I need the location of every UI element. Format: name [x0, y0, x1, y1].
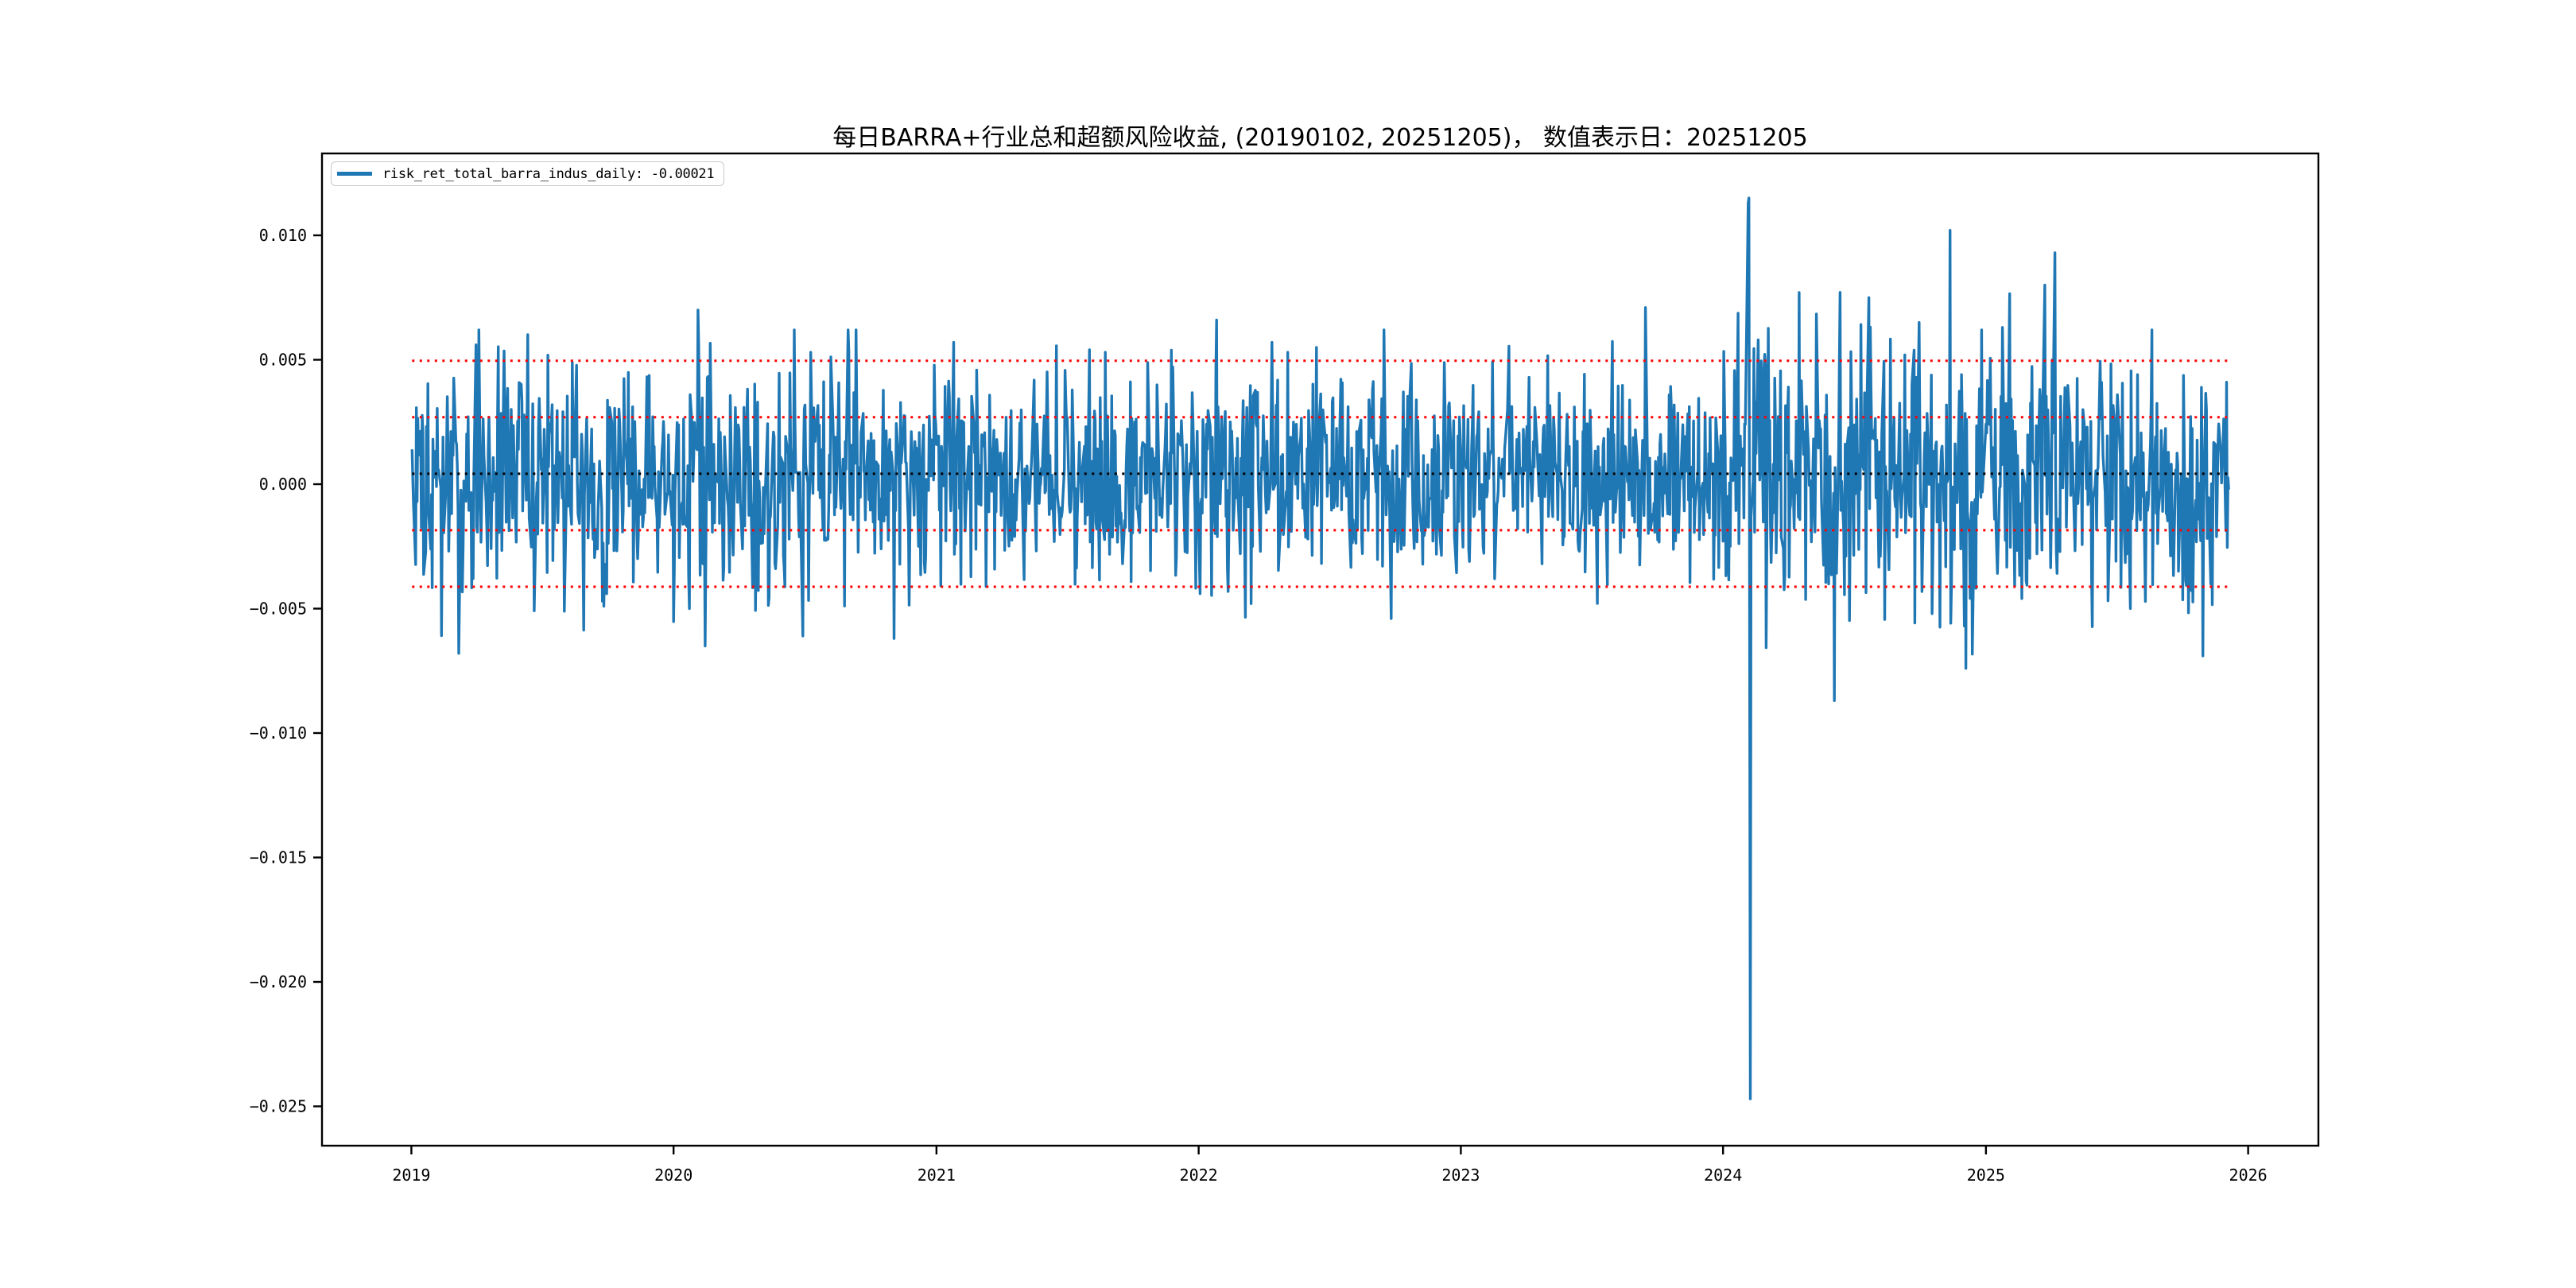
x-tick-label: 2020 [654, 1166, 692, 1185]
chart-title: 每日BARRA+行业总和超额风险收益, (20190102, 20251205)… [832, 124, 1808, 152]
y-tick-label: −0.025 [250, 1097, 307, 1116]
x-tick-label: 2025 [1967, 1166, 2005, 1185]
x-tick-label: 2022 [1180, 1166, 1218, 1185]
y-tick-label: 0.000 [259, 475, 307, 494]
series-line [410, 196, 2230, 1100]
legend: risk_ret_total_barra_indus_daily: -0.000… [331, 161, 725, 186]
x-tick-label: 2023 [1441, 1166, 1480, 1185]
y-tick-label: −0.020 [250, 972, 307, 991]
x-tick-label: 2021 [918, 1166, 956, 1185]
legend-line-sample [337, 172, 372, 176]
y-tick-label: −0.015 [250, 848, 307, 867]
y-tick-label: 0.005 [259, 351, 307, 370]
x-tick-label: 2024 [1704, 1166, 1742, 1185]
y-tick-label: 0.010 [259, 226, 307, 245]
legend-label: risk_ret_total_barra_indus_daily: -0.000… [382, 165, 715, 182]
x-tick-label: 2026 [2229, 1166, 2268, 1185]
y-tick-label: −0.010 [250, 724, 307, 743]
y-tick-label: −0.005 [250, 599, 307, 619]
x-tick-label: 2019 [392, 1166, 430, 1185]
plot-border [320, 152, 2320, 1147]
